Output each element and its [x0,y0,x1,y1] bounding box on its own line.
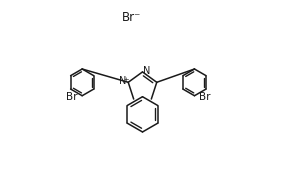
Text: Br⁻: Br⁻ [122,11,141,24]
Text: Br: Br [199,92,211,102]
Text: Br: Br [66,92,78,102]
Text: +: + [124,77,129,83]
Text: N: N [143,66,151,76]
Text: N: N [119,76,127,86]
